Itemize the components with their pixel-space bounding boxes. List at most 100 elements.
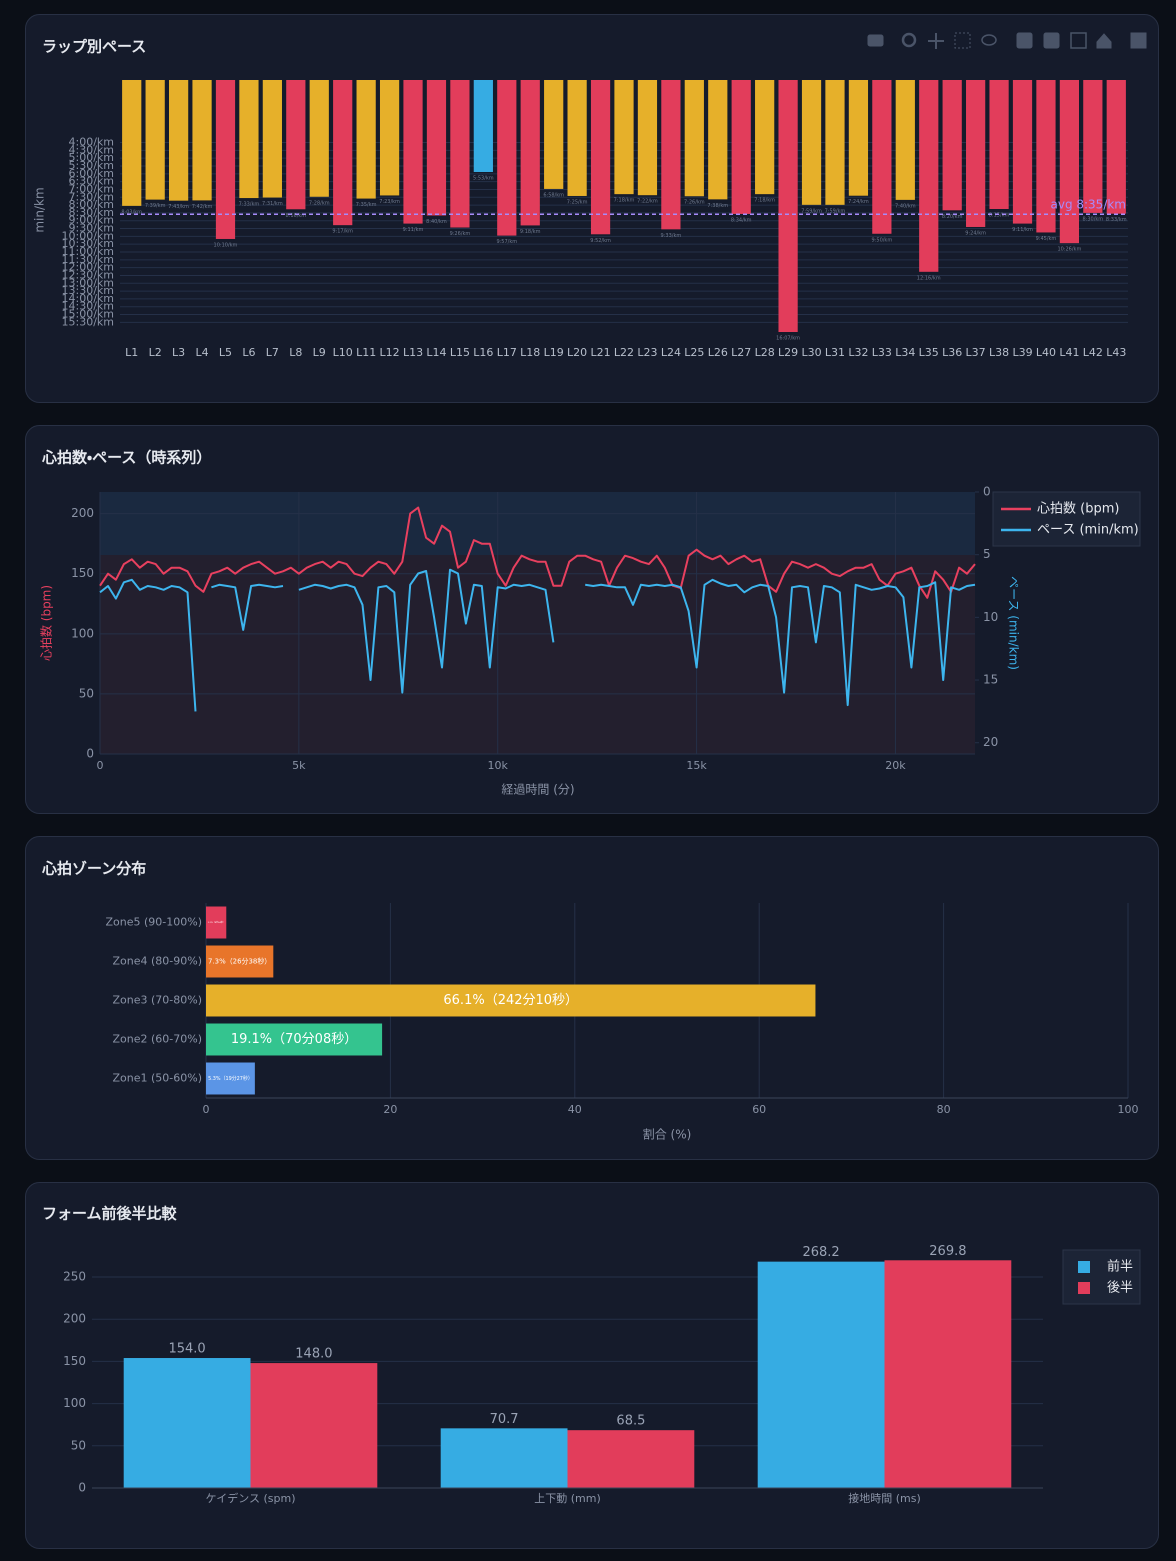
bar xyxy=(250,1363,378,1488)
x-tick-label: L35 xyxy=(919,346,939,359)
y2-tick-label: 15 xyxy=(983,673,998,687)
bar xyxy=(544,80,564,189)
zoom-icon[interactable] xyxy=(901,32,917,48)
x-tick-label: L19 xyxy=(544,346,564,359)
bar xyxy=(379,80,400,196)
bar xyxy=(1012,80,1033,224)
bar xyxy=(497,80,517,236)
bar-value-label: 9:18/km xyxy=(520,229,541,235)
x-tick-label: L6 xyxy=(242,346,255,359)
bar xyxy=(192,80,212,201)
lasso-icon[interactable] xyxy=(981,34,997,46)
x-tick-label: 15k xyxy=(686,759,707,772)
bar-label: 5.3%（19分27秒） xyxy=(208,1075,253,1082)
legend-label[interactable]: 後半 xyxy=(1107,1281,1133,1296)
bar-value-label: 8:20/km xyxy=(942,214,963,220)
plot-band xyxy=(100,492,975,555)
pan-icon[interactable] xyxy=(928,33,944,49)
y-tick-label: 10:30/km xyxy=(62,237,115,250)
bar-value-label: 7:22/km xyxy=(637,199,658,205)
x-tick-label: L1 xyxy=(125,346,138,359)
zoom-in-icon[interactable] xyxy=(1016,32,1033,49)
legend-label[interactable]: 前半 xyxy=(1107,1259,1133,1275)
bar-value-label: 8:15/km xyxy=(989,213,1010,219)
box-select-icon[interactable] xyxy=(954,32,971,49)
y-tick-label: 5:30/km xyxy=(69,159,115,172)
bar-value-label: 9:17/km xyxy=(332,229,353,235)
x-tick-label: L36 xyxy=(942,346,962,359)
x-tick-label: L22 xyxy=(614,346,634,359)
bar xyxy=(661,80,681,230)
bar-value-label: 7:23/km xyxy=(379,199,400,205)
bar-value-label: 8:30/km xyxy=(1082,216,1103,222)
y-tick-label: 50 xyxy=(71,1438,86,1452)
x-tick-label: L11 xyxy=(356,346,376,359)
x-tick-label: L26 xyxy=(708,346,728,359)
bar xyxy=(206,1062,255,1095)
y-tick-label: Zone5 (90-100%) xyxy=(106,916,203,929)
bar-value-label: 268.2 xyxy=(802,1245,839,1260)
legend-label[interactable]: 心拍数 (bpm) xyxy=(1037,502,1119,517)
bar-value-label: 7:18/km xyxy=(754,198,775,204)
bar-value-label: 12:16/km xyxy=(917,275,941,281)
bar-value-label: 8:16/km xyxy=(285,213,306,219)
bar xyxy=(778,80,798,333)
legend-box xyxy=(1062,1249,1141,1305)
x-tick-label: ケイデンス (spm) xyxy=(205,1491,295,1505)
x-tick-label: L33 xyxy=(872,346,892,359)
line-series xyxy=(99,568,976,712)
y-tick-label: 13:00/km xyxy=(62,276,115,289)
y-tick-label: 14:00/km xyxy=(62,292,115,305)
x-tick-label: 40 xyxy=(568,1103,582,1116)
bar-value-label: 7:31/km xyxy=(262,201,283,207)
y-tick-label: 150 xyxy=(71,566,94,580)
bar-value-label: 9:26/km xyxy=(450,231,471,237)
bar xyxy=(1106,80,1126,214)
x-tick-label: L38 xyxy=(989,346,1009,359)
bar xyxy=(884,1260,1012,1488)
x-tick-label: 60 xyxy=(752,1103,766,1116)
reset-icon[interactable] xyxy=(1096,33,1112,49)
bar-value-label: 7:59/km xyxy=(825,208,846,214)
bar xyxy=(206,945,274,978)
x-tick-label: L24 xyxy=(661,346,681,359)
y-tick-label: 4:00/km xyxy=(69,136,115,149)
bar xyxy=(473,80,493,172)
y2-tick-label: 20 xyxy=(983,735,998,749)
bar-value-label: 7:42/km xyxy=(192,204,213,210)
plotly-logo[interactable] xyxy=(1130,32,1147,49)
bar xyxy=(684,80,704,197)
bar xyxy=(215,80,236,239)
average-label: avg 8:35/km xyxy=(1050,198,1126,212)
x-tick-label: L34 xyxy=(895,346,915,359)
camera-icon[interactable] xyxy=(867,34,884,47)
x-tick-label: L16 xyxy=(473,346,493,359)
line-series xyxy=(99,506,976,599)
bar xyxy=(567,80,587,196)
x-tick-label: L41 xyxy=(1059,346,1079,359)
y-tick-label: 13:30/km xyxy=(62,284,115,297)
y-tick-label: 9:30/km xyxy=(69,222,115,235)
x-tick-label: 0 xyxy=(203,1103,210,1116)
bar xyxy=(848,80,869,196)
autoscale-icon[interactable] xyxy=(1070,32,1087,49)
x-tick-label: L23 xyxy=(637,346,657,359)
x-tick-label: L9 xyxy=(313,346,326,359)
y-tick-label: 11:30/km xyxy=(62,253,115,266)
bar-value-label: 16:07/km xyxy=(776,336,800,342)
chart-title: 心拍数・ペース（時系列） xyxy=(41,449,211,467)
legend-label[interactable]: ペース (min/km) xyxy=(1037,523,1139,538)
x-tick-label: L10 xyxy=(333,346,353,359)
y-tick-label: 200 xyxy=(71,506,94,520)
bar-value-label: 7:39/km xyxy=(145,203,166,209)
bar xyxy=(825,80,845,205)
zoom-out-icon[interactable] xyxy=(1043,32,1060,49)
x-tick-label: L42 xyxy=(1083,346,1103,359)
x-tick-label: L27 xyxy=(731,346,751,359)
bar xyxy=(942,80,962,211)
bar xyxy=(872,80,892,234)
y-tick-label: 200 xyxy=(63,1312,86,1326)
bar xyxy=(708,80,728,200)
